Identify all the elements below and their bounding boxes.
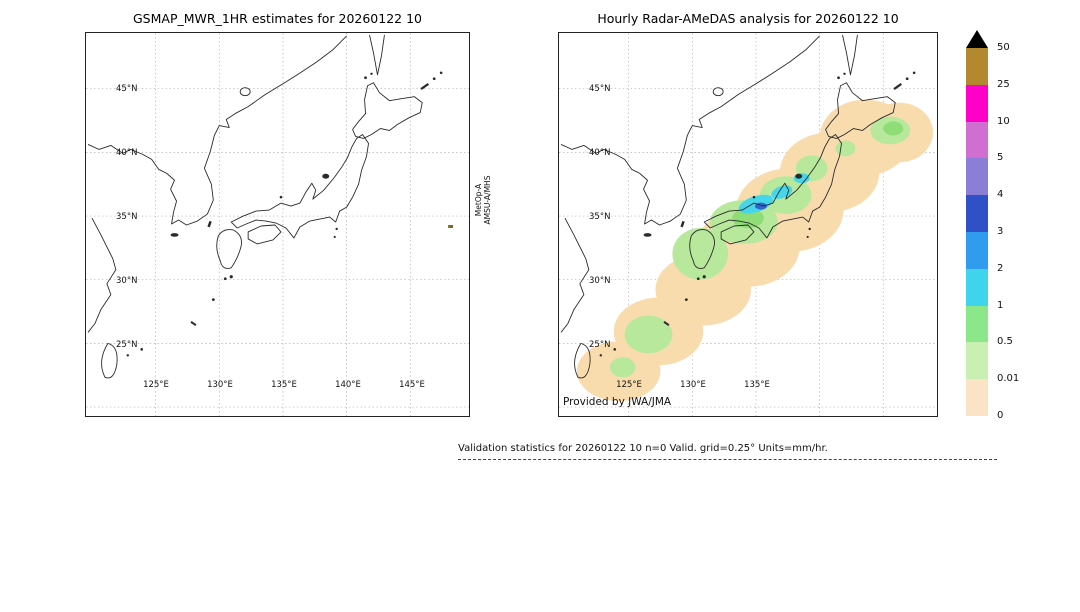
lon-tick: 140°E xyxy=(335,380,361,390)
colorbar-tick-label: 10 xyxy=(997,115,1010,127)
colorbar-tick-label: 4 xyxy=(997,189,1004,201)
lat-tick: 45°N xyxy=(589,84,611,94)
radar-panel-title: Hourly Radar-AMeDAS analysis for 2026012… xyxy=(597,11,899,26)
sensor-name: MetOp-A xyxy=(474,183,483,217)
caption-underline xyxy=(458,459,997,460)
precip-cells-bright-green xyxy=(732,121,904,228)
lat-tick: 45°N xyxy=(116,84,138,94)
lon-tick: 135°E xyxy=(271,380,297,390)
latlon-grid xyxy=(86,33,469,416)
lon-tick: 135°E xyxy=(744,380,770,390)
lat-tick: 35°N xyxy=(116,212,138,222)
lon-tick: 125°E xyxy=(616,380,642,390)
colorbar-tick-label: 25 xyxy=(997,78,1010,90)
gsmap-basemap xyxy=(86,33,469,416)
colorbar-segment xyxy=(966,158,988,196)
colorbar-segment xyxy=(966,84,988,122)
colorbar-segment xyxy=(966,48,988,85)
colorbar-segment xyxy=(966,268,988,306)
lon-tick: 145°E xyxy=(399,380,425,390)
sensor-annotation: MetOp-A AMSU-A/MHS xyxy=(474,176,492,225)
colorbar: 50 25 10 5 4 3 2 1 0.5 0.01 0 xyxy=(966,30,1036,430)
gsmap-panel-title: GSMAP_MWR_1HR estimates for 20260122 10 xyxy=(133,11,422,26)
lat-tick: 40°N xyxy=(589,148,611,158)
radar-map: Provided by JWA/JMA 45°N 40°N 35°N 30°N 25°N… xyxy=(558,32,938,417)
colorbar-segment xyxy=(966,305,988,343)
lon-tick: 130°E xyxy=(680,380,706,390)
validation-caption: Validation statistics for 20260122 10 n=… xyxy=(458,443,828,454)
colorbar-tick-label: 2 xyxy=(997,262,1004,274)
colorbar-scale xyxy=(966,48,988,416)
lat-tick: 35°N xyxy=(589,212,611,222)
colorbar-segment xyxy=(966,379,988,416)
colorbar-extend-triangle-icon xyxy=(966,30,988,48)
lat-tick: 25°N xyxy=(589,340,611,350)
coastlines xyxy=(87,34,443,379)
colorbar-tick-label: 5 xyxy=(997,152,1004,164)
sensor-instrument: AMSU-A/MHS xyxy=(483,175,492,225)
colorbar-tick-label: 0 xyxy=(997,410,1004,421)
radar-basemap xyxy=(559,33,937,416)
colorbar-segment xyxy=(966,342,988,380)
colorbar-tick-label: 0.5 xyxy=(997,336,1013,348)
colorbar-labels: 50 25 10 5 4 3 2 1 0.5 0.01 0 xyxy=(997,42,1031,421)
credit-label: Provided by JWA/JMA xyxy=(563,396,672,408)
lon-tick: 130°E xyxy=(207,380,233,390)
colorbar-segment xyxy=(966,195,988,232)
precip-band-peach xyxy=(576,99,934,402)
lat-tick: 25°N xyxy=(116,340,138,350)
lat-tick: 30°N xyxy=(589,276,611,286)
lat-tick: 40°N xyxy=(116,148,138,158)
lat-tick: 30°N xyxy=(116,276,138,286)
colorbar-tick-label: 1 xyxy=(997,299,1004,311)
colorbar-segment xyxy=(966,121,988,159)
lon-tick: 125°E xyxy=(143,380,169,390)
gsmap-map: 45°N 40°N 35°N 30°N 25°N 125°E 130°E 135°E 140°E… xyxy=(85,32,470,417)
colorbar-tick-label: 3 xyxy=(997,226,1004,237)
colorbar-tick-label: 0.01 xyxy=(997,373,1020,385)
estimate-pixel xyxy=(448,224,454,228)
colorbar-segment xyxy=(966,231,988,269)
colorbar-tick-label: 50 xyxy=(997,42,1010,53)
